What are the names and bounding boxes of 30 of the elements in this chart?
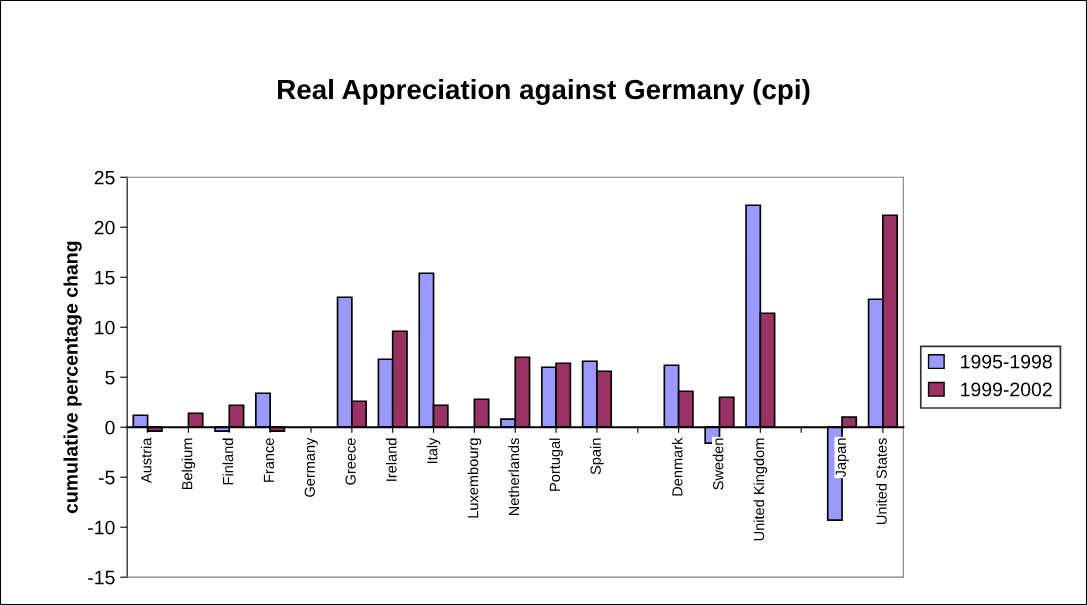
x-tick-label: Sweden <box>712 438 724 490</box>
y-axis-title: cumulative percentage chang <box>63 241 82 514</box>
x-tick-label: Greece <box>345 438 356 485</box>
x-tick-label: United Kingdom <box>753 438 768 541</box>
y-tick-label: 20 <box>94 220 115 235</box>
y-tick-label: -5 <box>98 470 115 485</box>
x-tick-label: Germany <box>304 437 318 497</box>
x-tick-label: Japan <box>835 438 849 478</box>
x-tick-label: Austria <box>140 437 152 483</box>
x-tick-label: United States <box>876 438 887 525</box>
y-tick-label: 5 <box>105 370 115 385</box>
y-tick-label: -10 <box>88 520 115 535</box>
chart-title: Real Appreciation against Germany (cpi) <box>278 78 810 105</box>
y-tick-label: 0 <box>105 420 115 435</box>
y-tick-label: 10 <box>95 320 115 335</box>
x-tick-label: Denmark <box>671 437 683 496</box>
x-tick-label: Italy <box>426 437 441 464</box>
legend-label: 1999-2002 <box>961 382 1052 397</box>
y-tick-label: 15 <box>95 270 115 285</box>
x-tick-label: Luxembourg <box>467 438 482 518</box>
y-tick-label: -15 <box>88 570 115 585</box>
x-tick-label: Ireland <box>385 438 397 481</box>
x-tick-label: France <box>263 438 275 482</box>
x-tick-label: Belgium <box>181 438 196 490</box>
x-tick-label: Portugal <box>549 438 563 491</box>
y-tick-label: 25 <box>94 170 115 185</box>
x-tick-label: Netherlands <box>508 438 520 516</box>
x-tick-label: Spain <box>590 438 604 475</box>
x-tick-label: Finland <box>222 438 234 485</box>
legend-label: 1995-1998 <box>961 354 1052 369</box>
